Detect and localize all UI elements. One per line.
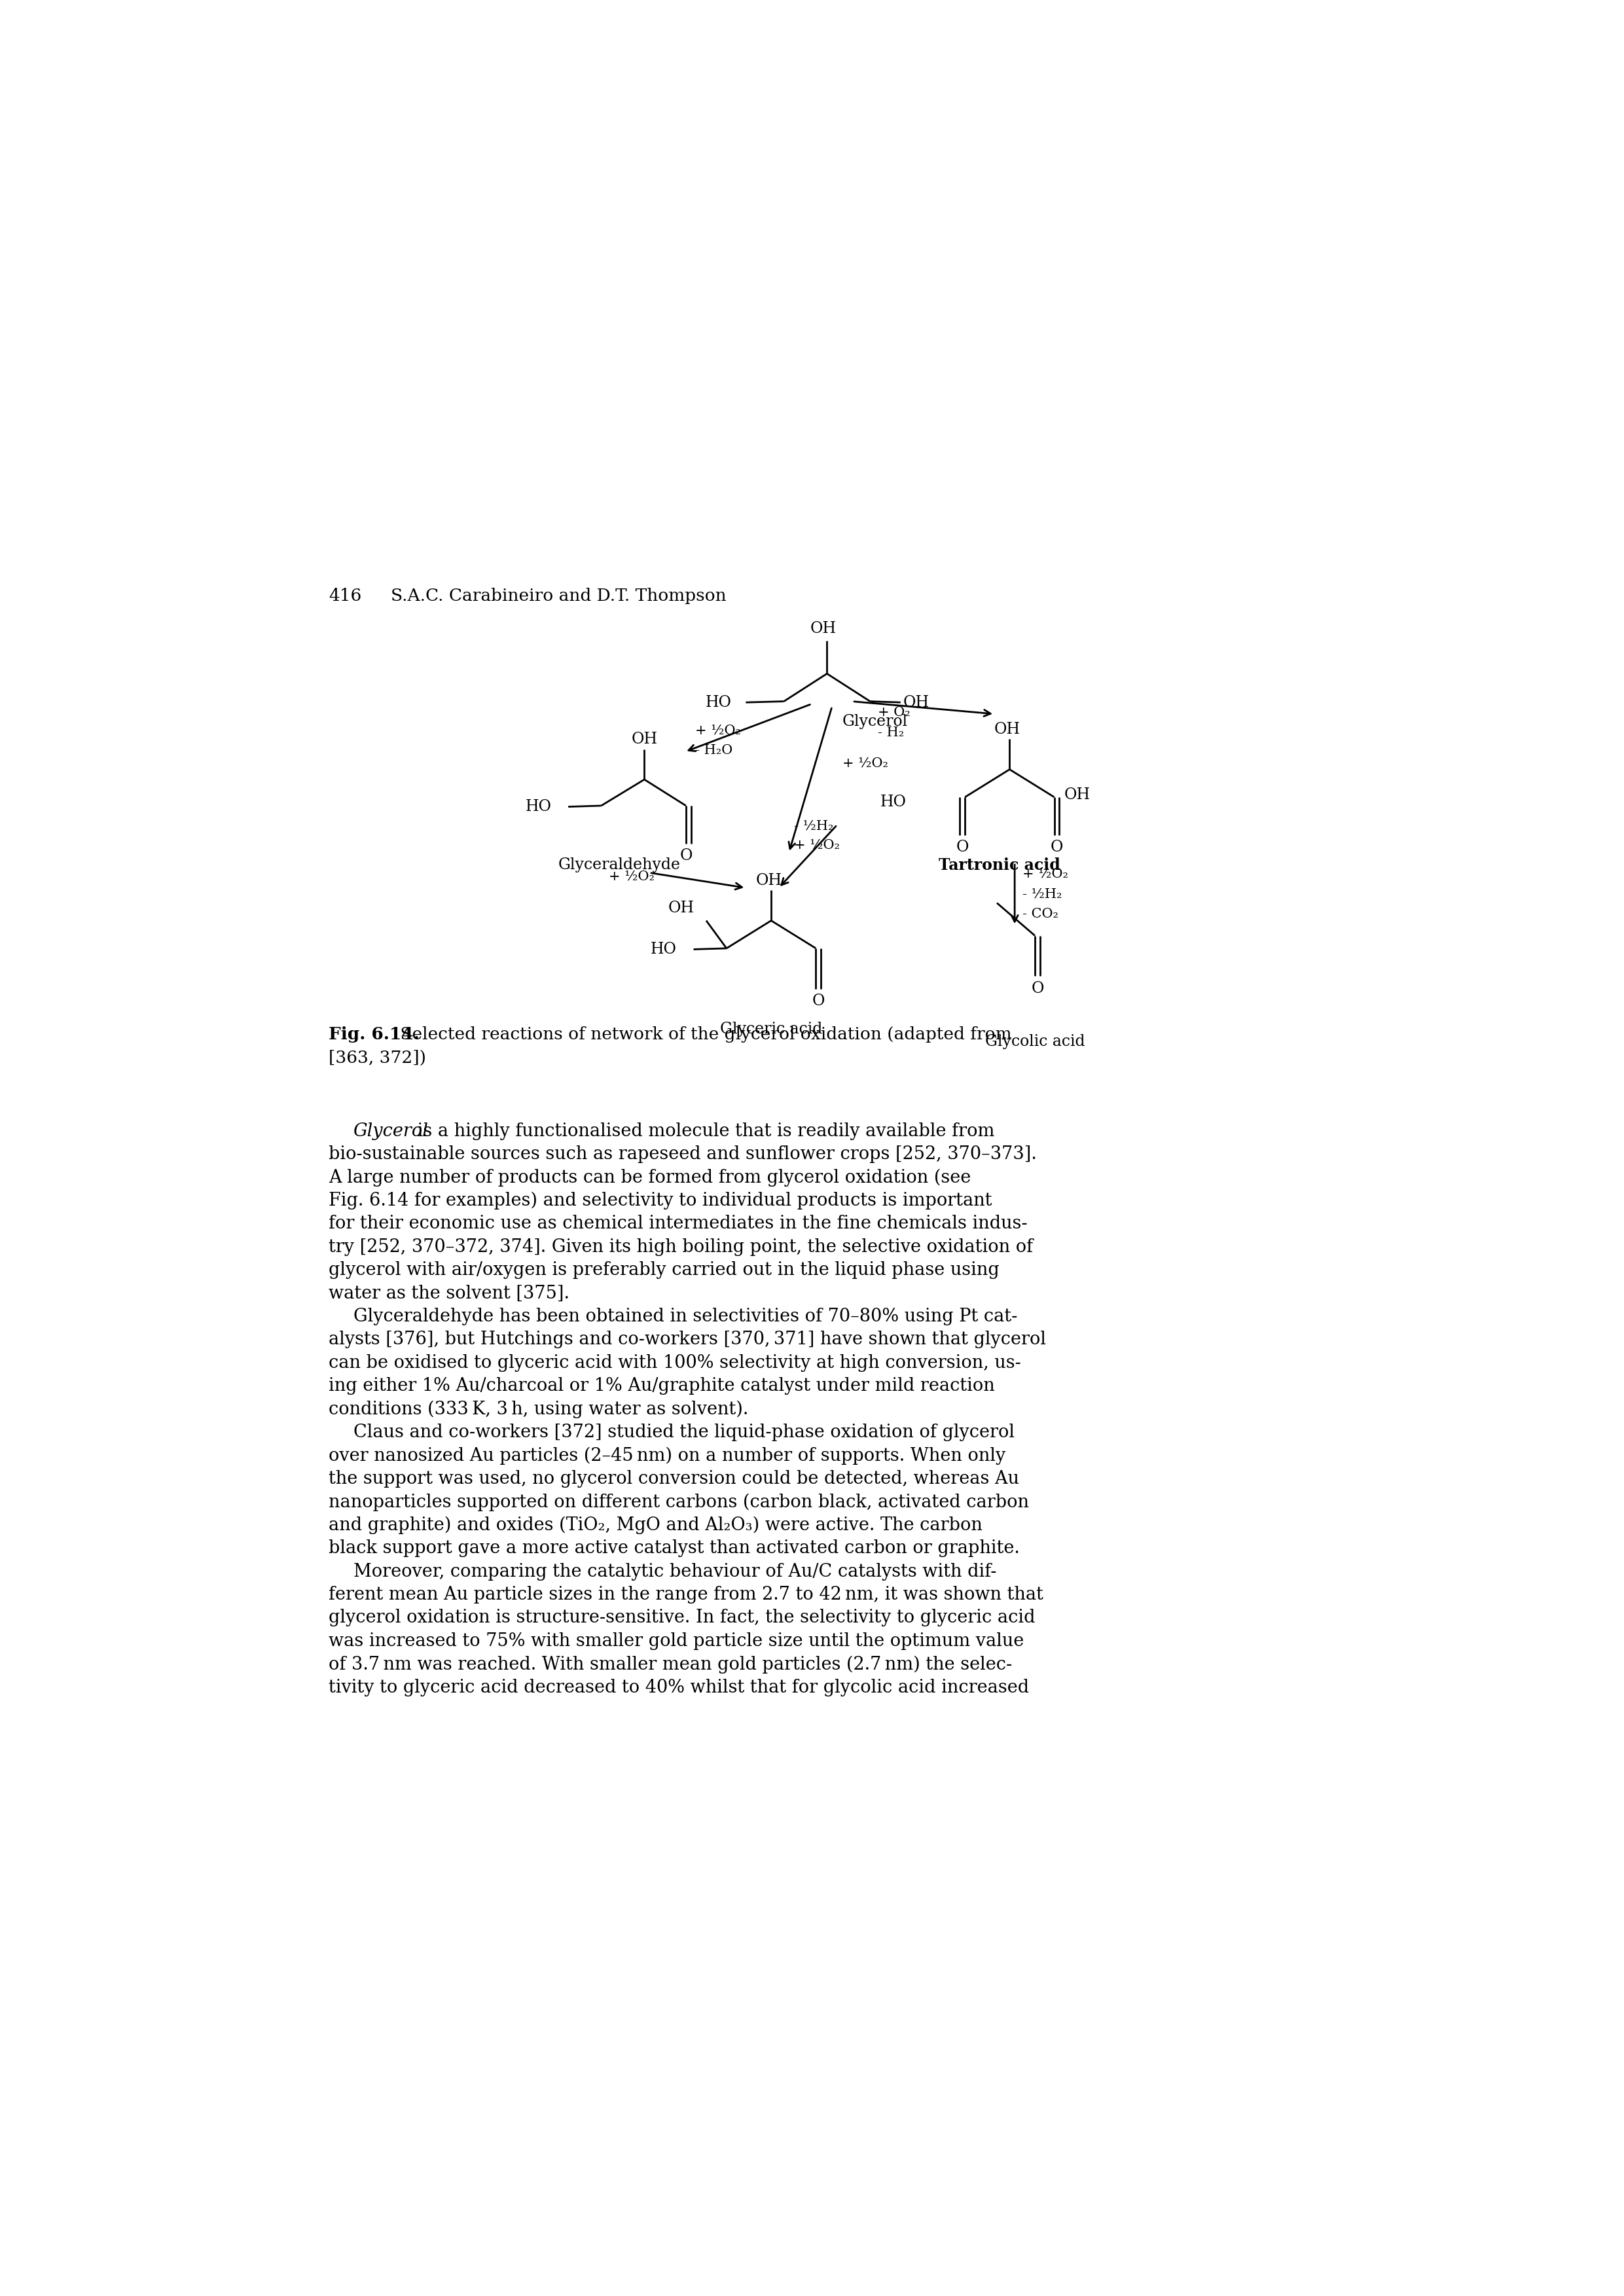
Text: of 3.7 nm was reached. With smaller mean gold particles (2.7 nm) the selec-: of 3.7 nm was reached. With smaller mean… xyxy=(328,1655,1012,1674)
Text: O: O xyxy=(1031,980,1044,996)
Text: Glyceraldehyde has been obtained in selectivities of 70–80% using Pt cat-: Glyceraldehyde has been obtained in sele… xyxy=(352,1309,1017,1325)
Text: over nanosized Au particles (2–45 nm) on a number of supports. When only: over nanosized Au particles (2–45 nm) on… xyxy=(328,1446,1005,1465)
Text: try [252, 370–372, 374]. Given its high boiling point, the selective oxidation o: try [252, 370–372, 374]. Given its high … xyxy=(328,1238,1033,1256)
Text: 416: 416 xyxy=(328,588,362,604)
Text: HO: HO xyxy=(705,696,731,709)
Text: Claus and co-workers [372] studied the liquid-phase oxidation of glycerol: Claus and co-workers [372] studied the l… xyxy=(352,1424,1015,1442)
Text: HO: HO xyxy=(525,799,551,815)
Text: O: O xyxy=(679,850,692,863)
Text: - ½H₂: - ½H₂ xyxy=(1021,889,1062,900)
Text: Glyceraldehyde: Glyceraldehyde xyxy=(559,859,680,872)
Text: [363, 372]): [363, 372]) xyxy=(328,1049,427,1065)
Text: Glycerol: Glycerol xyxy=(352,1123,429,1139)
Text: HO: HO xyxy=(880,794,906,810)
Text: tivity to glyceric acid decreased to 40% whilst that for glycolic acid increased: tivity to glyceric acid decreased to 40%… xyxy=(328,1678,1030,1697)
Text: Glycolic acid: Glycolic acid xyxy=(986,1033,1085,1049)
Text: ferent mean Au particle sizes in the range from 2.7 to 42 nm, it was shown that: ferent mean Au particle sizes in the ran… xyxy=(328,1587,1044,1603)
Text: Selected reactions of network of the glycerol oxidation (adapted from: Selected reactions of network of the gly… xyxy=(395,1026,1012,1042)
Text: OH: OH xyxy=(903,696,929,709)
Text: Glycerol: Glycerol xyxy=(843,714,908,730)
Text: and graphite) and oxides (TiO₂, MgO and Al₂O₃) were active. The carbon: and graphite) and oxides (TiO₂, MgO and … xyxy=(328,1515,983,1534)
Text: Tartronic acid: Tartronic acid xyxy=(939,859,1060,872)
Text: A large number of products can be formed from glycerol oxidation (see: A large number of products can be formed… xyxy=(328,1169,971,1187)
Text: + ½O₂: + ½O₂ xyxy=(843,758,888,769)
Text: OH: OH xyxy=(994,721,1020,737)
Text: glycerol oxidation is structure-sensitive. In fact, the selectivity to glyceric : glycerol oxidation is structure-sensitiv… xyxy=(328,1609,1036,1626)
Text: OH: OH xyxy=(1064,788,1091,801)
Text: can be oxidised to glyceric acid with 100% selectivity at high conversion, us-: can be oxidised to glyceric acid with 10… xyxy=(328,1355,1021,1371)
Text: OH: OH xyxy=(755,872,781,889)
Text: is a highly functionalised molecule that is readily available from: is a highly functionalised molecule that… xyxy=(411,1123,994,1139)
Text: OH: OH xyxy=(632,732,658,746)
Text: nanoparticles supported on different carbons (carbon black, activated carbon: nanoparticles supported on different car… xyxy=(328,1492,1030,1511)
Text: alysts [376], but Hutchings and co-workers [370, 371] have shown that glycerol: alysts [376], but Hutchings and co-worke… xyxy=(328,1332,1046,1348)
Text: Fig. 6.14 for examples) and selectivity to individual products is important: Fig. 6.14 for examples) and selectivity … xyxy=(328,1192,992,1210)
Text: - H₂O: - H₂O xyxy=(695,744,732,758)
Text: Moreover, comparing the catalytic behaviour of Au/C catalysts with dif-: Moreover, comparing the catalytic behavi… xyxy=(352,1564,996,1580)
Text: + ½O₂: + ½O₂ xyxy=(695,723,741,737)
Text: O: O xyxy=(812,994,825,1008)
Text: water as the solvent [375].: water as the solvent [375]. xyxy=(328,1283,570,1302)
Text: OH: OH xyxy=(810,620,836,636)
Text: for their economic use as chemical intermediates in the fine chemicals indus-: for their economic use as chemical inter… xyxy=(328,1215,1028,1233)
Text: Glyceric acid: Glyceric acid xyxy=(719,1022,822,1035)
Text: - ½H₂: - ½H₂ xyxy=(794,820,833,831)
Text: OH: OH xyxy=(667,900,693,916)
Text: bio-sustainable sources such as rapeseed and sunflower crops [252, 370–373].: bio-sustainable sources such as rapeseed… xyxy=(328,1146,1038,1164)
Text: + O₂: + O₂ xyxy=(877,707,911,719)
Text: + ½O₂: + ½O₂ xyxy=(794,838,840,852)
Text: the support was used, no glycerol conversion could be detected, whereas Au: the support was used, no glycerol conver… xyxy=(328,1469,1020,1488)
Text: O: O xyxy=(957,840,970,854)
Text: glycerol with air/oxygen is preferably carried out in the liquid phase using: glycerol with air/oxygen is preferably c… xyxy=(328,1261,1000,1279)
Text: black support gave a more active catalyst than activated carbon or graphite.: black support gave a more active catalys… xyxy=(328,1541,1020,1557)
Text: S.A.C. Carabineiro and D.T. Thompson: S.A.C. Carabineiro and D.T. Thompson xyxy=(391,588,726,604)
Text: - CO₂: - CO₂ xyxy=(1021,907,1059,921)
Text: conditions (333 K, 3 h, using water as solvent).: conditions (333 K, 3 h, using water as s… xyxy=(328,1401,749,1419)
Text: was increased to 75% with smaller gold particle size until the optimum value: was increased to 75% with smaller gold p… xyxy=(328,1632,1025,1651)
Text: Fig. 6.14.: Fig. 6.14. xyxy=(328,1026,419,1042)
Text: HO: HO xyxy=(651,941,677,957)
Text: + ½O₂: + ½O₂ xyxy=(609,870,654,882)
Text: ing either 1% Au/charcoal or 1% Au/graphite catalyst under mild reaction: ing either 1% Au/charcoal or 1% Au/graph… xyxy=(328,1378,996,1396)
Text: + ½O₂: + ½O₂ xyxy=(1021,868,1069,879)
Text: O: O xyxy=(1051,840,1064,854)
Text: - H₂: - H₂ xyxy=(877,726,905,739)
